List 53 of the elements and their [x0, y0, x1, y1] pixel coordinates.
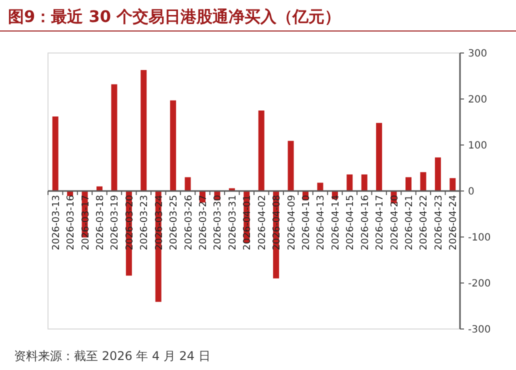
- x-tick-label: 2026-03-13: [50, 195, 62, 250]
- y-tick-label: -200: [468, 278, 491, 290]
- x-tick-label: 2026-04-22: [418, 195, 430, 250]
- y-tick-label: 0: [468, 186, 474, 198]
- chart-title: 图9：最近 30 个交易日港股通净买入（亿元）: [8, 7, 341, 26]
- bar: [228, 188, 235, 191]
- y-tick-label: 100: [468, 140, 488, 152]
- x-tick-label: 2026-04-09: [286, 195, 298, 250]
- y-tick-label: -100: [468, 232, 491, 244]
- x-tick-label: 2026-04-10: [301, 195, 312, 250]
- bar: [184, 177, 191, 191]
- x-tick-label: 2026-03-16: [66, 195, 77, 250]
- bar: [420, 172, 426, 191]
- bar: [346, 174, 353, 191]
- bar: [376, 122, 382, 191]
- bar: [361, 174, 368, 191]
- x-tick-label: 2026-04-01: [242, 195, 254, 250]
- bar: [258, 110, 264, 191]
- x-tick-label: 2026-04-20: [389, 195, 400, 250]
- x-tick-label: 2026-04-15: [345, 195, 356, 250]
- y-tick-label: 300: [468, 48, 488, 60]
- bar: [434, 157, 441, 191]
- x-tick-label: 2026-03-26: [183, 195, 194, 250]
- x-tick-label: 2026-03-17: [80, 195, 92, 250]
- x-tick-label: 2026-04-13: [316, 195, 327, 250]
- bar: [170, 100, 176, 191]
- bar: [140, 70, 147, 191]
- text: 资料来源：截至 2026 年 4 月 24 日: [14, 349, 210, 363]
- x-tick-label: 2026-04-17: [374, 195, 386, 250]
- y-tick-label: 200: [468, 94, 488, 106]
- x-tick-label: 2026-03-23: [139, 195, 150, 250]
- bar: [450, 178, 456, 191]
- x-tick-label: 2026-03-18: [95, 195, 106, 250]
- x-tick-label: 2026-04-24: [448, 195, 460, 250]
- x-tick-label: 2026-03-27: [198, 195, 209, 250]
- x-tick-label: 2026-04-14: [330, 195, 342, 250]
- bar: [52, 116, 58, 191]
- x-tick-label: 2026-04-02: [256, 195, 268, 250]
- bar: [317, 182, 324, 191]
- x-tick-label: 2026-04-21: [404, 195, 415, 250]
- y-tick-label: -300: [468, 324, 491, 336]
- x-tick-label: 2026-03-31: [227, 195, 238, 250]
- x-tick-label: 2026-04-16: [360, 195, 371, 250]
- bar: [288, 140, 294, 191]
- x-tick-label: 2026-03-20: [124, 195, 136, 250]
- x-tick-label: 2026-04-08: [272, 195, 283, 250]
- x-tick-label: 2026-03-30: [212, 195, 224, 250]
- bar: [406, 177, 412, 191]
- x-tick-label: 2026-03-24: [154, 195, 165, 250]
- x-tick-label: 2026-03-25: [168, 195, 180, 250]
- x-tick-label: 2026-04-23: [433, 195, 444, 250]
- bar: [111, 84, 118, 191]
- x-tick-label: 2026-03-19: [110, 195, 121, 250]
